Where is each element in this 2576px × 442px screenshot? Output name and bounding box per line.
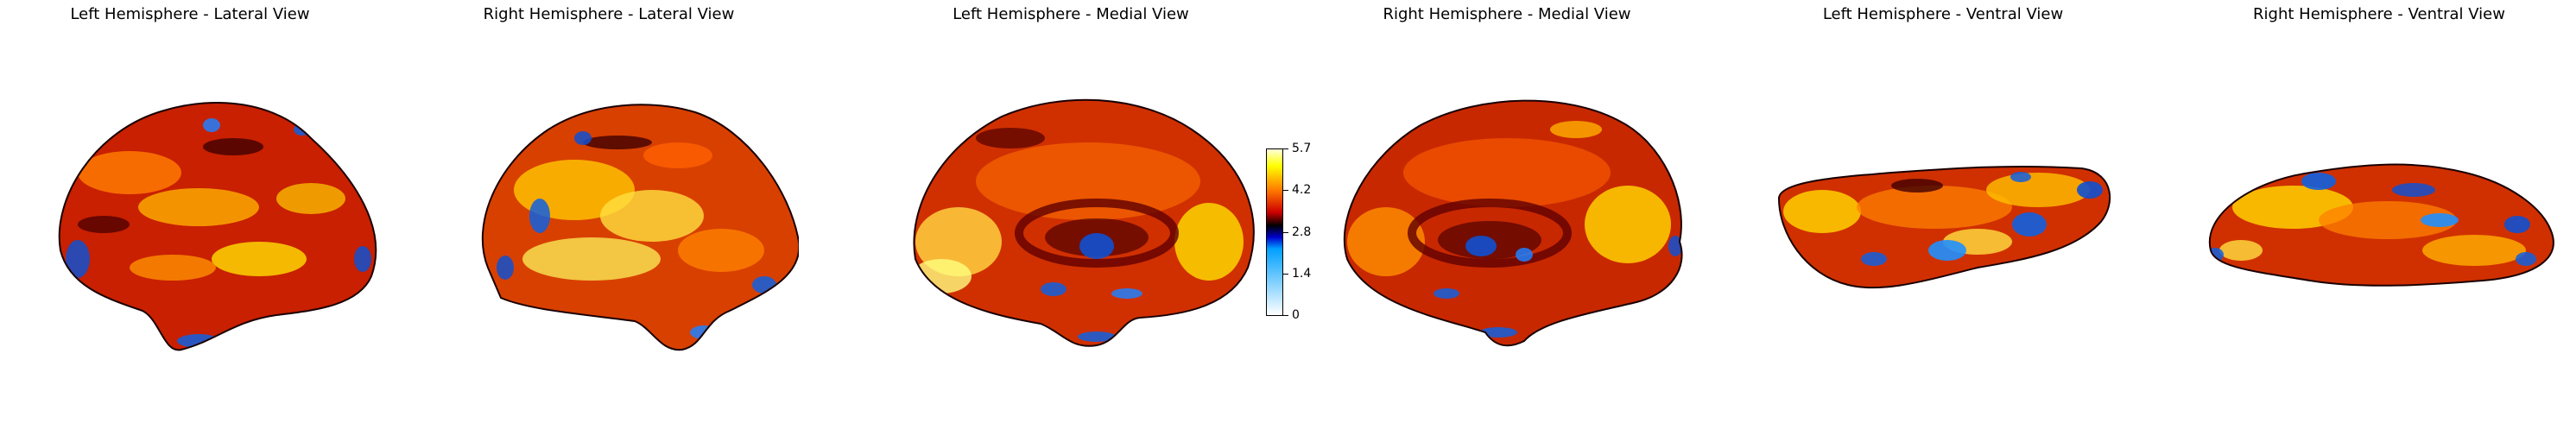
panel-title: Right Hemisphere - Medial View <box>1383 5 1631 23</box>
brain-surface-right-lateral <box>481 104 799 351</box>
brain-surface-right-medial <box>1343 99 1683 347</box>
panel-title: Right Hemisphere - Lateral View <box>483 5 735 23</box>
colorbar-tick-label-max: 5.7 <box>1292 142 1312 155</box>
colorbar: 5.7 4.2 2.8 1.4 0 <box>1266 142 1326 322</box>
panel-left-lateral: Left Hemisphere - Lateral View <box>0 0 380 442</box>
colorbar-tick <box>1283 274 1288 275</box>
panel-right-medial: Right Hemisphere - Medial View <box>1317 0 1697 442</box>
colorbar-gradient <box>1266 148 1283 316</box>
panel-left-ventral: Left Hemisphere - Ventral View <box>1753 0 2133 442</box>
panel-title: Left Hemisphere - Medial View <box>953 5 1189 23</box>
panel-left-medial: Left Hemisphere - Medial View <box>881 0 1261 442</box>
brain-surface-left-lateral <box>58 102 377 351</box>
colorbar-tick-label: 1.4 <box>1292 267 1312 281</box>
panel-title: Right Hemisphere - Ventral View <box>2253 5 2505 23</box>
panel-right-lateral: Right Hemisphere - Lateral View <box>419 0 799 442</box>
colorbar-tick <box>1283 232 1288 233</box>
colorbar-tick <box>1283 148 1288 149</box>
panel-title: Left Hemisphere - Ventral View <box>1822 5 2064 23</box>
colorbar-tick <box>1283 190 1288 191</box>
colorbar-tick-label-min: 0 <box>1292 308 1300 322</box>
panel-right-ventral: Right Hemisphere - Ventral View <box>2189 0 2569 442</box>
panel-title: Left Hemisphere - Lateral View <box>70 5 310 23</box>
brain-surface-left-ventral <box>1777 165 2111 289</box>
colorbar-tick-label: 4.2 <box>1292 183 1312 197</box>
colorbar-tick-label: 2.8 <box>1292 225 1312 239</box>
brain-surface-left-medial <box>913 98 1255 347</box>
brain-surface-right-ventral <box>2208 163 2554 287</box>
colorbar-tick <box>1283 315 1288 316</box>
